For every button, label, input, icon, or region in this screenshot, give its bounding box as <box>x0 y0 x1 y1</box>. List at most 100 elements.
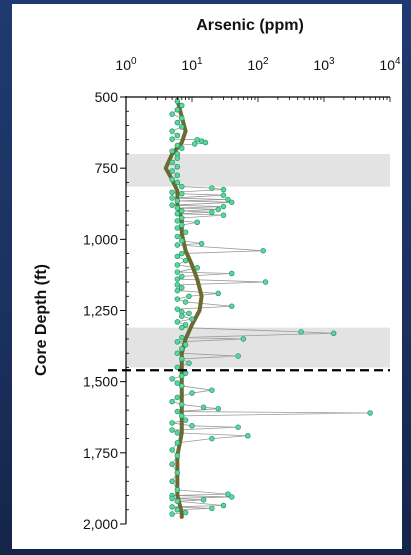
x-axis-title: Arsenic (ppm) <box>196 17 304 34</box>
data-point-88 <box>174 350 181 356</box>
data-point-86 <box>182 341 189 348</box>
data-point-76 <box>179 313 185 319</box>
data-point-65 <box>174 282 181 288</box>
data-point-10 <box>169 136 175 142</box>
data-point-126 <box>169 495 175 502</box>
y-tick-label: 750 <box>95 160 119 176</box>
y-tick-label: 1,000 <box>83 231 118 247</box>
data-point-129 <box>220 502 227 509</box>
x-tick-label: 102 <box>247 56 269 73</box>
data-point-61 <box>228 270 235 277</box>
data-point-58 <box>174 262 181 268</box>
axes <box>120 96 391 525</box>
x-tick-labels: 100 101 102 103 104 <box>115 56 401 73</box>
data-point-109 <box>169 420 175 426</box>
data-point-120 <box>174 470 181 476</box>
data-point-91 <box>186 360 192 366</box>
data-point-3 <box>174 107 181 113</box>
shaded-band-2 <box>126 327 390 368</box>
data-point-101 <box>169 398 175 405</box>
data-point-47 <box>179 222 185 228</box>
data-point-52 <box>198 240 205 247</box>
data-point-92 <box>174 364 181 371</box>
data-point-81 <box>298 329 304 335</box>
data-point-57 <box>182 257 189 264</box>
data-point-64 <box>262 279 269 285</box>
data-point-85 <box>174 339 181 345</box>
data-point-38 <box>174 205 181 211</box>
data-point-84 <box>240 336 247 342</box>
data-point-102 <box>179 401 185 408</box>
data-point-87 <box>179 346 185 352</box>
data-point-15 <box>174 142 181 149</box>
data-point-71 <box>182 299 189 305</box>
data-point-59 <box>194 265 200 271</box>
data-point-8 <box>169 128 175 134</box>
data-point-27 <box>209 185 215 191</box>
data-point-42 <box>174 210 181 217</box>
data-point-114 <box>245 433 251 439</box>
data-point-5 <box>179 115 185 122</box>
data-point-90 <box>179 356 185 362</box>
data-point-69 <box>186 293 192 300</box>
data-point-105 <box>174 408 181 415</box>
data-point-119 <box>169 461 175 467</box>
data-point-97 <box>179 383 185 389</box>
data-point-46 <box>194 219 200 226</box>
y-axis-title: Core Depth (ft) <box>33 264 50 376</box>
data-point-113 <box>174 430 181 436</box>
data-point-31 <box>220 192 227 198</box>
data-point-112 <box>169 427 175 433</box>
data-point-77 <box>189 316 195 322</box>
y-tick-label: 1,250 <box>83 303 118 319</box>
data-point-9 <box>174 132 181 139</box>
data-point-73 <box>174 306 181 312</box>
x-tick-label: 103 <box>313 56 335 73</box>
x-tick-label: 100 <box>115 56 137 73</box>
data-point-48 <box>174 225 181 231</box>
data-point-75 <box>186 310 192 317</box>
data-point-117 <box>169 447 175 453</box>
data-point-106 <box>367 410 373 416</box>
data-point-121 <box>169 478 175 485</box>
x-tick-label: 101 <box>181 56 203 73</box>
data-point-4 <box>169 111 175 117</box>
data-point-28 <box>220 186 227 193</box>
data-point-82 <box>330 330 337 337</box>
data-point-23 <box>174 172 181 179</box>
data-point-107 <box>179 413 185 419</box>
data-point-19 <box>174 155 181 161</box>
data-point-26 <box>179 183 185 190</box>
data-point-7 <box>179 124 185 130</box>
data-point-108 <box>182 417 189 423</box>
data-point-130 <box>169 504 175 510</box>
data-point-49 <box>182 229 189 235</box>
data-point-20 <box>169 159 175 166</box>
data-point-40 <box>179 208 185 214</box>
data-point-103 <box>200 404 207 411</box>
data-point-35 <box>228 199 235 206</box>
data-point-22 <box>169 168 175 174</box>
data-point-125 <box>228 494 235 500</box>
data-point-67 <box>174 287 181 294</box>
data-point-29 <box>169 189 175 196</box>
data-point-132 <box>174 507 181 513</box>
data-point-32 <box>169 195 175 201</box>
data-point-16 <box>179 145 185 151</box>
data-point-17 <box>169 148 175 154</box>
data-point-99 <box>189 390 195 396</box>
data-point-133 <box>182 509 189 516</box>
y-tick-label: 1,500 <box>83 374 118 390</box>
data-point-100 <box>174 394 181 401</box>
data-point-110 <box>189 423 195 429</box>
data-point-33 <box>225 196 231 203</box>
data-point-30 <box>179 191 185 197</box>
data-point-127 <box>200 497 207 503</box>
data-point-39 <box>215 206 222 213</box>
y-tick-label: 2,000 <box>83 516 118 532</box>
y-tick-labels: 500 750 1,000 1,250 1,500 1,750 2,000 <box>83 89 118 532</box>
data-point-2 <box>179 102 185 109</box>
data-point-123 <box>225 491 231 497</box>
data-point-122 <box>174 487 181 493</box>
data-point-79 <box>182 321 189 328</box>
